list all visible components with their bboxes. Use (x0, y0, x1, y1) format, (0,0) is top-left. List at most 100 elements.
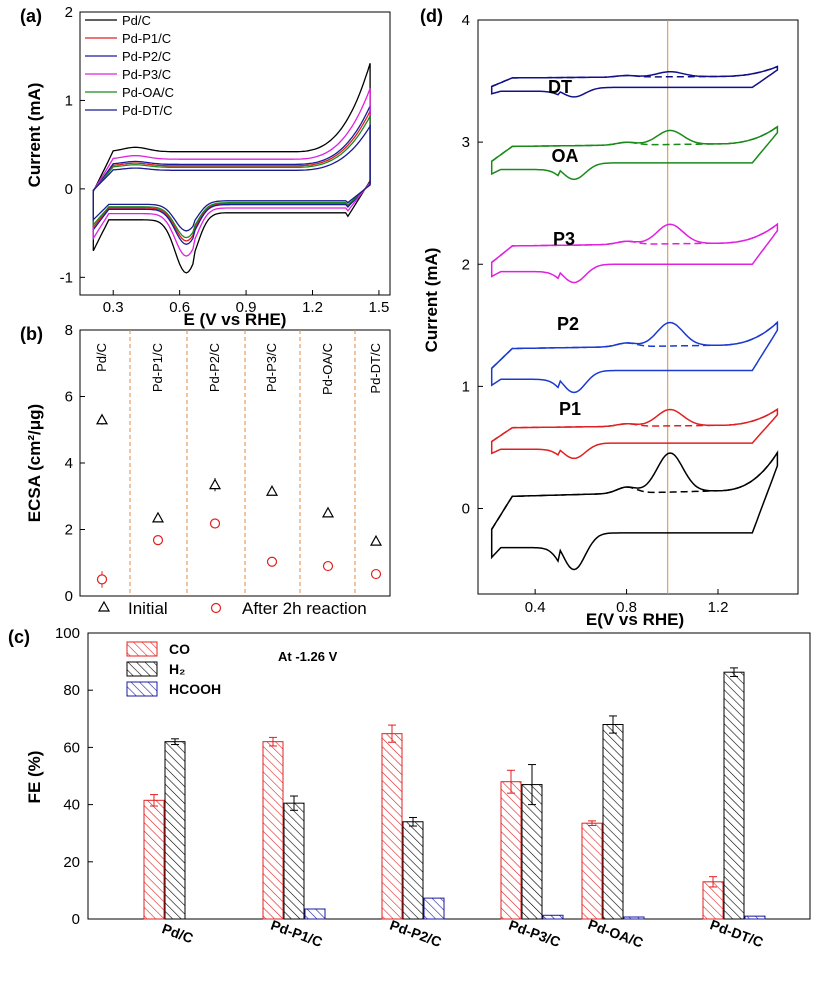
a-legend-label: Pd-OA/C (122, 85, 174, 100)
panel-d-curves: DT OA P3 P2 P1 (490, 20, 779, 594)
b-category-label: Pd-DT/C (368, 343, 383, 394)
d-curve-pd-c (490, 450, 779, 571)
d-curve-oa (490, 125, 779, 181)
b-initial-marker (369, 534, 383, 546)
panel-b-label: (b) (20, 324, 43, 344)
c-category-label: Pd-DT/C (708, 916, 765, 950)
b-after-marker (209, 518, 221, 529)
d-xtick-label: 0.4 (525, 599, 546, 616)
panel-d-ylabel: Current (mA) (422, 248, 441, 353)
panel-a: (a) 0.3 0.6 0.9 1.2 1.5 -1 0 1 2 Pd/C Pd-P1/C Pd-P… (20, 4, 391, 329)
a-legend-label: Pd-P2/C (122, 49, 171, 64)
a-legend-label: Pd-DT/C (122, 103, 173, 118)
c-bar-co (143, 799, 165, 920)
panel-a-legend: Pd/C Pd-P1/C Pd-P2/C Pd-P3/C Pd-OA/C Pd-DT/C (85, 13, 174, 118)
c-ytick-label: 60 (63, 739, 80, 756)
c-bar-h- (402, 821, 424, 920)
a-xtick-label: 0.9 (236, 299, 257, 316)
panel-c-frame (87, 632, 811, 920)
a-ytick-label: 0 (65, 181, 73, 198)
panel-a-ticks: 0.3 0.6 0.9 1.2 1.5 -1 0 1 2 (60, 4, 390, 316)
c-legend-label: HCOOH (169, 681, 221, 697)
panel-c-annotation: At -1.26 V (278, 649, 338, 664)
panel-a-ylabel: Current (mA) (25, 83, 44, 188)
b-after-marker (266, 556, 278, 567)
d-curve-p2 (490, 320, 779, 394)
d-dashed-curve-p1 (491, 408, 778, 443)
panel-c-ylabel: FE (%) (25, 751, 44, 804)
panel-d-frame (477, 19, 799, 595)
panel-c-bars: Pd/C Pd-P1/C Pd-P2/C Pd-P3/C Pd-OA/C Pd-DT/C (143, 667, 766, 951)
d-xtick-label: 0.8 (616, 599, 637, 616)
panel-c-ticks: 0 20 40 60 80 100 (55, 625, 93, 928)
panel-d-xlabel: E(V vs RHE) (586, 610, 684, 629)
c-bar-hcooh (542, 914, 564, 920)
c-bar-hcooh (623, 916, 645, 920)
c-category-label: Pd/C (160, 920, 195, 946)
panel-b-ylabel: ECSA (cm²/μg) (25, 404, 44, 522)
c-category-label: Pd-P3/C (507, 917, 563, 950)
d-ytick-label: 3 (462, 134, 470, 151)
b-ytick-label: 8 (65, 322, 73, 339)
b-category-label: Pd-P1/C (150, 343, 165, 392)
d-curve-label: OA (552, 146, 579, 166)
d-ytick-label: 2 (462, 256, 470, 273)
c-category-label: Pd-P2/C (388, 917, 444, 950)
c-bar-co (262, 741, 284, 920)
d-curve-label: P3 (553, 229, 575, 249)
panel-b-frame (79, 329, 391, 597)
panel-b-legend: Initial After 2h reaction (97, 599, 367, 618)
b-legend-initial-label: Initial (128, 599, 168, 618)
d-curve-dt (490, 65, 779, 98)
panel-b-content: Pd/C Pd-P1/C Pd-P2/C Pd-P3/C Pd-OA/C Pd-DT/C (94, 330, 383, 596)
c-ytick-label: 40 (63, 797, 80, 814)
a-xtick-label: 1.5 (368, 299, 389, 316)
a-xtick-label: 0.3 (103, 299, 124, 316)
panel-d: (d) 0.4 0.8 1.2 0 1 2 3 4 DT OA P3 P2 P1 E(V vs RHE… (420, 6, 799, 629)
b-initial-marker (151, 511, 165, 523)
d-dashed-curve-dt (491, 65, 778, 88)
b-initial-marker (321, 506, 335, 518)
c-category-label: Pd-P1/C (269, 917, 325, 950)
a-curve-pd-p1-c (92, 110, 371, 242)
b-ytick-label: 0 (65, 588, 73, 605)
panel-d-ticks: 0.4 0.8 1.2 0 1 2 3 4 (462, 12, 729, 616)
d-ytick-label: 4 (462, 12, 470, 29)
c-legend-label: CO (169, 641, 190, 657)
panel-b-ticks: 0 2 4 6 8 (65, 322, 85, 605)
c-ytick-label: 0 (72, 911, 80, 928)
c-legend-swatch (126, 641, 158, 657)
c-bar-hcooh (304, 908, 326, 920)
b-ytick-label: 6 (65, 389, 73, 406)
panel-c-legend: CO H₂ HCOOH (126, 641, 221, 697)
b-category-label: Pd-OA/C (320, 343, 335, 395)
b-after-marker (370, 568, 382, 580)
b-category-label: Pd-P2/C (207, 343, 222, 392)
panel-c-label: (c) (8, 627, 30, 647)
panel-a-frame (79, 11, 391, 296)
c-legend-swatch (126, 661, 158, 677)
d-ytick-label: 1 (462, 378, 470, 395)
b-after-marker (152, 535, 164, 546)
b-after-marker (96, 574, 108, 585)
a-legend-label: Pd-P1/C (122, 31, 171, 46)
c-bar-h- (283, 802, 305, 920)
c-ytick-label: 80 (63, 682, 80, 699)
d-ytick-label: 0 (462, 501, 470, 518)
c-bar-h- (164, 741, 186, 920)
c-ytick-label: 100 (55, 625, 80, 642)
a-curve-pd-p2-c (92, 105, 371, 245)
b-after-marker (322, 560, 334, 572)
a-ytick-label: 1 (65, 92, 73, 109)
d-curve-p1 (490, 407, 779, 460)
a-ytick-label: -1 (60, 269, 73, 286)
d-curve-label: DT (548, 77, 572, 97)
b-ytick-label: 2 (65, 522, 73, 539)
c-legend-swatch (126, 681, 158, 697)
c-bar-h- (602, 724, 624, 920)
d-dashed-curve-p3 (491, 223, 778, 263)
b-initial-marker (265, 485, 279, 496)
a-xtick-label: 0.6 (169, 299, 190, 316)
a-ytick-label: 2 (65, 4, 73, 21)
